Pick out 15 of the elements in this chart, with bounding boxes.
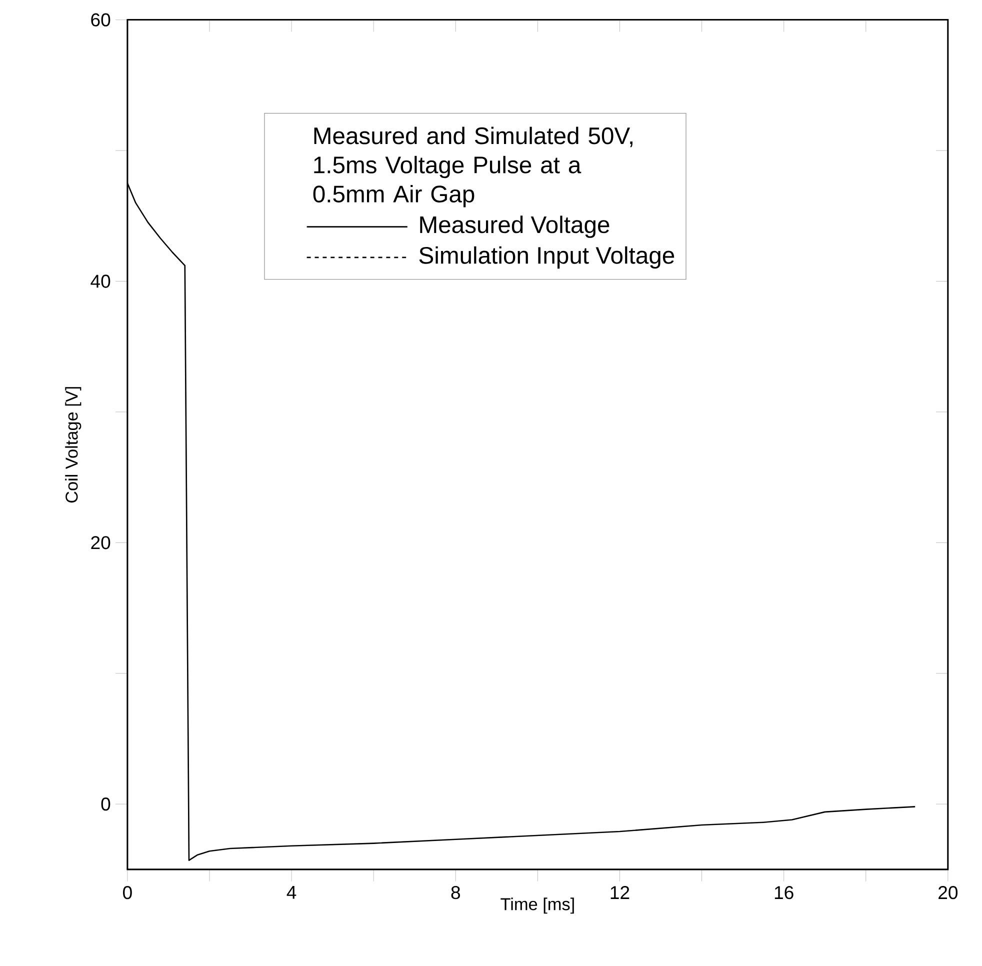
x-tick-label: 12	[610, 886, 630, 900]
y-tick-label: 60	[91, 13, 110, 27]
x-tick-label: 20	[938, 886, 958, 900]
y-tick-label: 20	[91, 536, 110, 550]
legend-title: Measured and Simulated 50V, 1.5ms Voltage Pulse at a 0.5mm Air Gap	[313, 126, 632, 208]
y-axis-title: Coil Voltage [V]	[65, 387, 82, 503]
x-tick-label: 8	[451, 886, 460, 900]
x-tick-label: 4	[286, 886, 296, 899]
y-tick-label: 40	[90, 274, 110, 288]
legend-label: Simulation Input Voltage	[419, 246, 674, 269]
legend-label: Measured Voltage	[420, 216, 610, 238]
x-axis-title: Time [ms]	[500, 898, 574, 914]
x-tick-label: 16	[774, 886, 794, 900]
y-tick-label: 0	[101, 798, 110, 811]
x-tick-label: 0	[123, 886, 132, 900]
